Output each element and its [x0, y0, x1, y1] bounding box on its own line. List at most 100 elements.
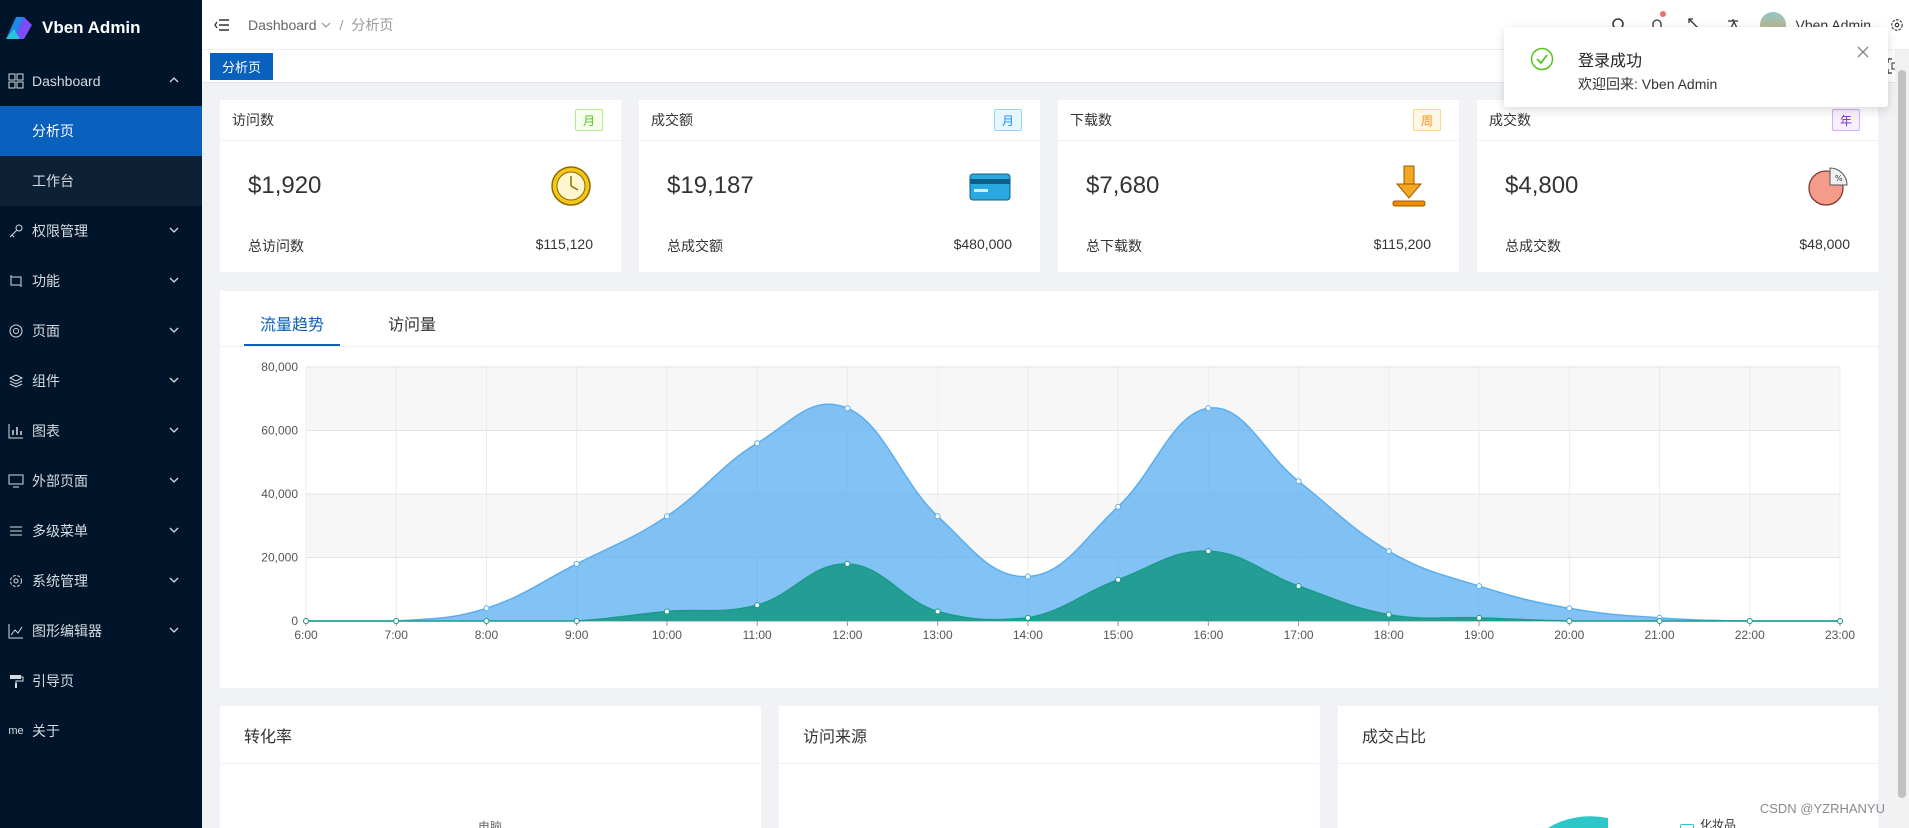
sidebar-item-label: 多级菜单	[32, 523, 88, 539]
pie-chart-partial	[1548, 816, 1608, 828]
stat-value: $4,800	[1505, 172, 1579, 199]
tab-visits[interactable]: 访问量	[388, 317, 437, 334]
sidebar-item-system[interactable]: 系统管理	[0, 556, 202, 606]
sidebar-item-iframe[interactable]: 外部页面	[0, 456, 202, 506]
sidebar-subitem-workbench[interactable]: 工作台	[0, 156, 202, 206]
sidebar: Vben Admin Dashboard 分析页 工作台 权限管理 功能 页面 …	[0, 0, 202, 828]
y-tick-label: 20,000	[261, 551, 298, 565]
sidebar-item-label: Dashboard	[32, 73, 101, 89]
sidebar-item-permission[interactable]: 权限管理	[0, 206, 202, 256]
sidebar-item-label: 图形编辑器	[32, 623, 102, 639]
sidebar-item-about[interactable]: me 关于	[0, 706, 202, 756]
grid-band	[306, 494, 1840, 558]
data-point	[934, 513, 941, 520]
sidebar-item-label: 权限管理	[32, 223, 88, 239]
chevron-down-icon	[169, 227, 179, 233]
stat-footer-label: 总成交数	[1505, 238, 1561, 254]
card-title: 转化率	[220, 706, 761, 764]
data-point	[663, 513, 670, 520]
legend-label: 化妆品	[1700, 818, 1737, 828]
x-tick-label: 6:00	[294, 628, 318, 642]
tab-traffic-trend[interactable]: 流量趋势	[260, 317, 325, 334]
data-point	[573, 618, 580, 624]
chevron-up-icon	[169, 77, 179, 83]
data-point	[663, 608, 670, 615]
swap-icon	[10, 275, 22, 287]
sidebar-item-label: 引导页	[32, 673, 74, 689]
line-chart-icon	[8, 624, 23, 639]
card-title: 访问来源	[779, 706, 1320, 764]
series-line-1	[305, 550, 1840, 622]
chevron-down-icon	[169, 427, 179, 433]
scrollbar-thumb[interactable]	[1898, 70, 1906, 798]
x-tick-label: 16:00	[1193, 628, 1223, 642]
x-tick-label: 14:00	[1013, 628, 1043, 642]
close-icon[interactable]	[1856, 45, 1870, 59]
chart-label-partial: 电脑	[478, 820, 503, 828]
card-header: 下载数 周	[1058, 100, 1459, 141]
x-tick-label: 23:00	[1825, 628, 1855, 642]
data-point	[1656, 618, 1663, 624]
traffic-area-chart: 0 20,000 40,000 60,000 80,000 6:00 7:00 8:00 9:0…	[261, 360, 1855, 642]
sidebar-subitem-analysis[interactable]: 分析页	[0, 106, 202, 156]
credit-card-icon	[969, 173, 1011, 201]
chevron-down-icon	[169, 277, 179, 283]
x-tick-label: 9:00	[565, 628, 589, 642]
bar-chart-icon	[8, 424, 23, 439]
card-header: 成交额 月	[639, 100, 1040, 141]
x-tick-label: 19:00	[1464, 628, 1494, 642]
grid-band	[306, 367, 1840, 431]
legend-swatch	[1680, 824, 1694, 828]
sidebar-item-multimenu[interactable]: 多级菜单	[0, 506, 202, 556]
menu-fold-icon[interactable]	[212, 15, 232, 35]
card-header: 成交数 年	[1477, 100, 1878, 141]
data-point	[1566, 605, 1573, 612]
gear-icon	[10, 575, 22, 587]
data-point	[754, 440, 761, 447]
sidebar-item-label: 外部页面	[32, 473, 88, 489]
card-title: 访问数	[232, 112, 274, 128]
gear-icon[interactable]	[1885, 0, 1909, 50]
y-tick-label: 0	[291, 614, 298, 628]
stat-card-visits: 访问数 月 $1,920 总访问数 $115,120	[220, 100, 621, 272]
sidebar-subitem-label: 分析页	[32, 123, 74, 139]
x-tick-label: 8:00	[475, 628, 499, 642]
breadcrumb-item-dashboard[interactable]: Dashboard	[248, 16, 317, 33]
data-point	[844, 405, 851, 412]
notification-description: 欢迎回来: Vben Admin	[1578, 76, 1718, 92]
data-point	[393, 618, 400, 624]
sidebar-item-flow-editor[interactable]: 图形编辑器	[0, 606, 202, 656]
page-scrollbar[interactable]	[1895, 50, 1909, 828]
data-point	[1385, 548, 1392, 555]
sidebar-item-page[interactable]: 页面	[0, 306, 202, 356]
paint-roller-icon	[10, 675, 24, 688]
x-tick-label: 20:00	[1554, 628, 1584, 642]
sidebar-item-dashboard[interactable]: Dashboard	[0, 56, 202, 106]
series-area-1	[306, 551, 1840, 621]
breadcrumb-separator: /	[339, 16, 344, 33]
data-point	[483, 605, 490, 612]
sidebar-item-guide[interactable]: 引导页	[0, 656, 202, 706]
sidebar-item-feature[interactable]: 功能	[0, 256, 202, 306]
breadcrumb: Dashboard / 分析页	[248, 15, 393, 35]
download-icon	[1392, 165, 1426, 207]
stat-value: $1,920	[248, 172, 322, 199]
app-logo[interactable]: Vben Admin	[0, 0, 202, 56]
x-tick-label: 12:00	[832, 628, 862, 642]
data-point	[844, 560, 851, 567]
key-icon	[9, 224, 23, 238]
sidebar-item-charts[interactable]: 图表	[0, 406, 202, 456]
data-point	[1295, 478, 1302, 485]
tab-analysis[interactable]: 分析页	[210, 53, 274, 80]
chevron-down-icon	[169, 377, 179, 383]
card-title: 成交额	[651, 112, 693, 128]
sidebar-item-components[interactable]: 组件	[0, 356, 202, 406]
x-tick-label: 7:00	[385, 628, 409, 642]
visit-source-card: 访问来源	[779, 706, 1320, 828]
data-point	[303, 618, 309, 624]
stat-value: $7,680	[1086, 172, 1160, 199]
check-circle-icon	[1530, 47, 1554, 71]
sidebar-item-label: 页面	[32, 323, 60, 339]
data-point	[1205, 405, 1212, 412]
x-tick-label: 21:00	[1645, 628, 1675, 642]
